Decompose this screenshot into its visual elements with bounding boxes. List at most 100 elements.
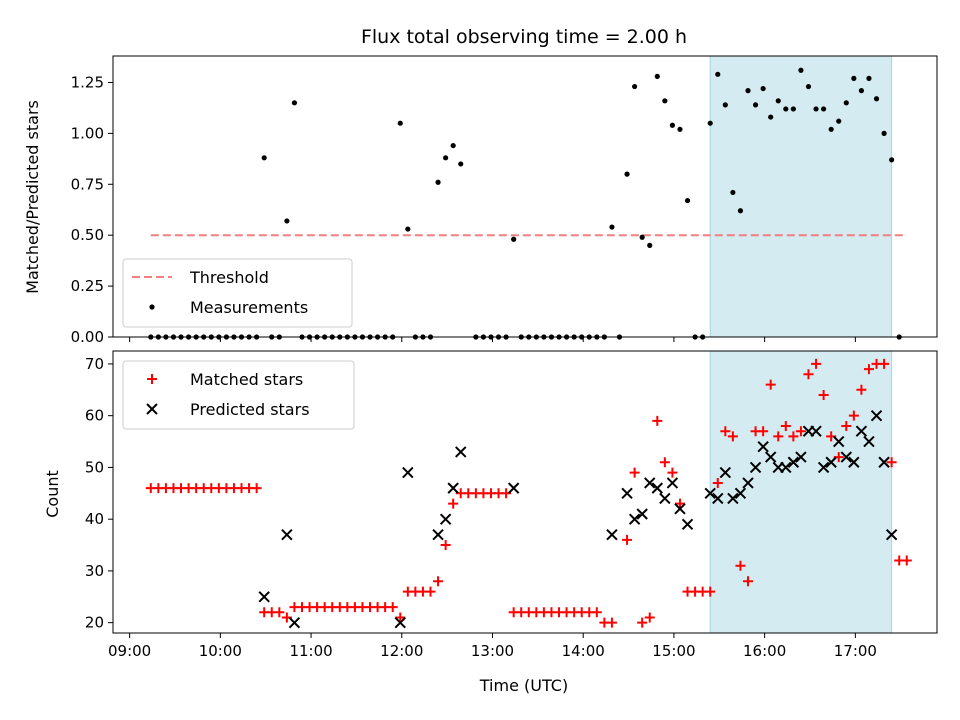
- measurement-point: [684, 197, 691, 204]
- legend-label: Measurements: [190, 298, 308, 317]
- predicted-star-point: [787, 456, 800, 468]
- y-tick-label: 40: [85, 510, 104, 528]
- y-tick-label: 20: [85, 614, 104, 632]
- predicted-star-point: [885, 528, 898, 541]
- measurement-point: [632, 83, 638, 90]
- matched-star-point: [251, 483, 262, 494]
- y-tick-label: 1.25: [71, 73, 104, 91]
- predicted-star-point: [439, 513, 452, 525]
- predicted-star-point: [840, 451, 852, 463]
- predicted-star-point: [817, 461, 830, 474]
- predicted-star-point: [394, 616, 406, 629]
- matched-star-point: [705, 586, 716, 597]
- x-tick-label: 11:00: [289, 642, 332, 660]
- measurement-point: [677, 126, 683, 132]
- predicted-star-point: [795, 451, 807, 463]
- measurement-point: [647, 242, 653, 248]
- predicted-star-point: [833, 435, 845, 448]
- predicted-star-point: [734, 487, 747, 500]
- predicted-star-point: [674, 503, 686, 515]
- x-tick-label: 14:00: [562, 642, 605, 660]
- x-tick-label: 15:00: [652, 642, 695, 660]
- predicted-star-point: [870, 409, 883, 422]
- measurement-point: [450, 142, 456, 149]
- measurement-point: [737, 208, 744, 214]
- legend-box: [122, 258, 353, 328]
- legend-label: Matched stars: [190, 370, 303, 389]
- predicted-star-point: [258, 591, 270, 603]
- predicted-star-point: [727, 492, 739, 505]
- matched-star-point: [765, 379, 776, 390]
- predicted-star-point: [757, 441, 769, 453]
- predicted-star-point: [402, 466, 414, 479]
- measurement-point: [639, 234, 645, 240]
- matched-star-point: [758, 426, 769, 437]
- matched-star-point: [773, 431, 784, 442]
- matched-star-point: [448, 498, 459, 509]
- measurement-point: [858, 88, 865, 94]
- matched-star-point: [780, 421, 791, 432]
- x-tick-label: 13:00: [471, 642, 514, 660]
- y-tick-label: 0.00: [71, 328, 104, 346]
- measurement-point: [813, 106, 819, 112]
- y-tick-label: 0.50: [71, 226, 104, 244]
- measurement-point: [821, 106, 827, 112]
- measurement-point: [866, 75, 872, 81]
- matched-star-point: [644, 612, 655, 623]
- measurement-point: [722, 102, 728, 108]
- matched-star-point: [637, 617, 648, 628]
- matched-star-point: [856, 384, 867, 395]
- matched-star-point: [395, 612, 406, 623]
- matched-star-point: [712, 477, 723, 488]
- predicted-star-point: [825, 456, 837, 468]
- measurement-point: [889, 157, 895, 163]
- predicted-star-point: [432, 528, 444, 541]
- predicted-star-point: [651, 482, 664, 494]
- predicted-star-point: [848, 456, 860, 468]
- measurement-point: [435, 179, 441, 185]
- x-tick-label: 12:00: [380, 642, 423, 660]
- measurement-point: [511, 236, 517, 242]
- count-panel: 20 30 40 50 60 70 09:00 10:00 11:00 12:00 13:00 14:…: [85, 350, 938, 660]
- measurement-point: [798, 67, 804, 73]
- measurement-point: [783, 106, 789, 112]
- predicted-star-point: [288, 616, 301, 629]
- measurement-point: [836, 118, 842, 124]
- predicted-star-point: [455, 446, 467, 458]
- measurement-point: [805, 83, 812, 90]
- matched-star-point: [274, 607, 285, 618]
- predicted-star-point: [636, 508, 648, 520]
- predicted-star-point: [764, 451, 777, 463]
- matched-star-point: [818, 389, 829, 400]
- predicted-star-point: [719, 466, 732, 479]
- matched-star-point: [727, 431, 738, 442]
- matched-star-point: [848, 410, 859, 421]
- y-tick-label: 0.25: [71, 277, 104, 295]
- x-tick-label: 17:00: [834, 642, 877, 660]
- matched-star-point: [425, 586, 436, 597]
- matched-star-point: [674, 498, 685, 509]
- measurement-point: [745, 88, 751, 94]
- predicted-star-point: [749, 461, 762, 474]
- x-tick-label: 10:00: [199, 642, 242, 660]
- measurement-point: [790, 106, 796, 112]
- matched-star-point: [720, 426, 731, 437]
- measurement-point: [284, 218, 290, 224]
- y-tick-label: 0.75: [71, 175, 104, 193]
- matched-star-point: [735, 560, 746, 571]
- predicted-star-point: [681, 518, 694, 531]
- chart-title: Flux total observing time = 2.00 h: [361, 26, 687, 48]
- axes-frame: [112, 350, 938, 634]
- measurement-point: [458, 161, 464, 167]
- measurement-point: [261, 155, 267, 161]
- matched-star-point: [667, 467, 678, 478]
- measurement-point: [843, 100, 849, 106]
- x-tick-label: 09:00: [108, 642, 151, 660]
- y-axis-label-count: Count: [43, 470, 62, 518]
- axes-frame: [112, 55, 938, 338]
- matched-star-point: [629, 467, 640, 478]
- matched-star-point: [652, 415, 663, 426]
- x-tick-label: 16:00: [743, 642, 786, 660]
- predicted-star-point: [712, 492, 724, 505]
- measurement-point: [669, 122, 676, 128]
